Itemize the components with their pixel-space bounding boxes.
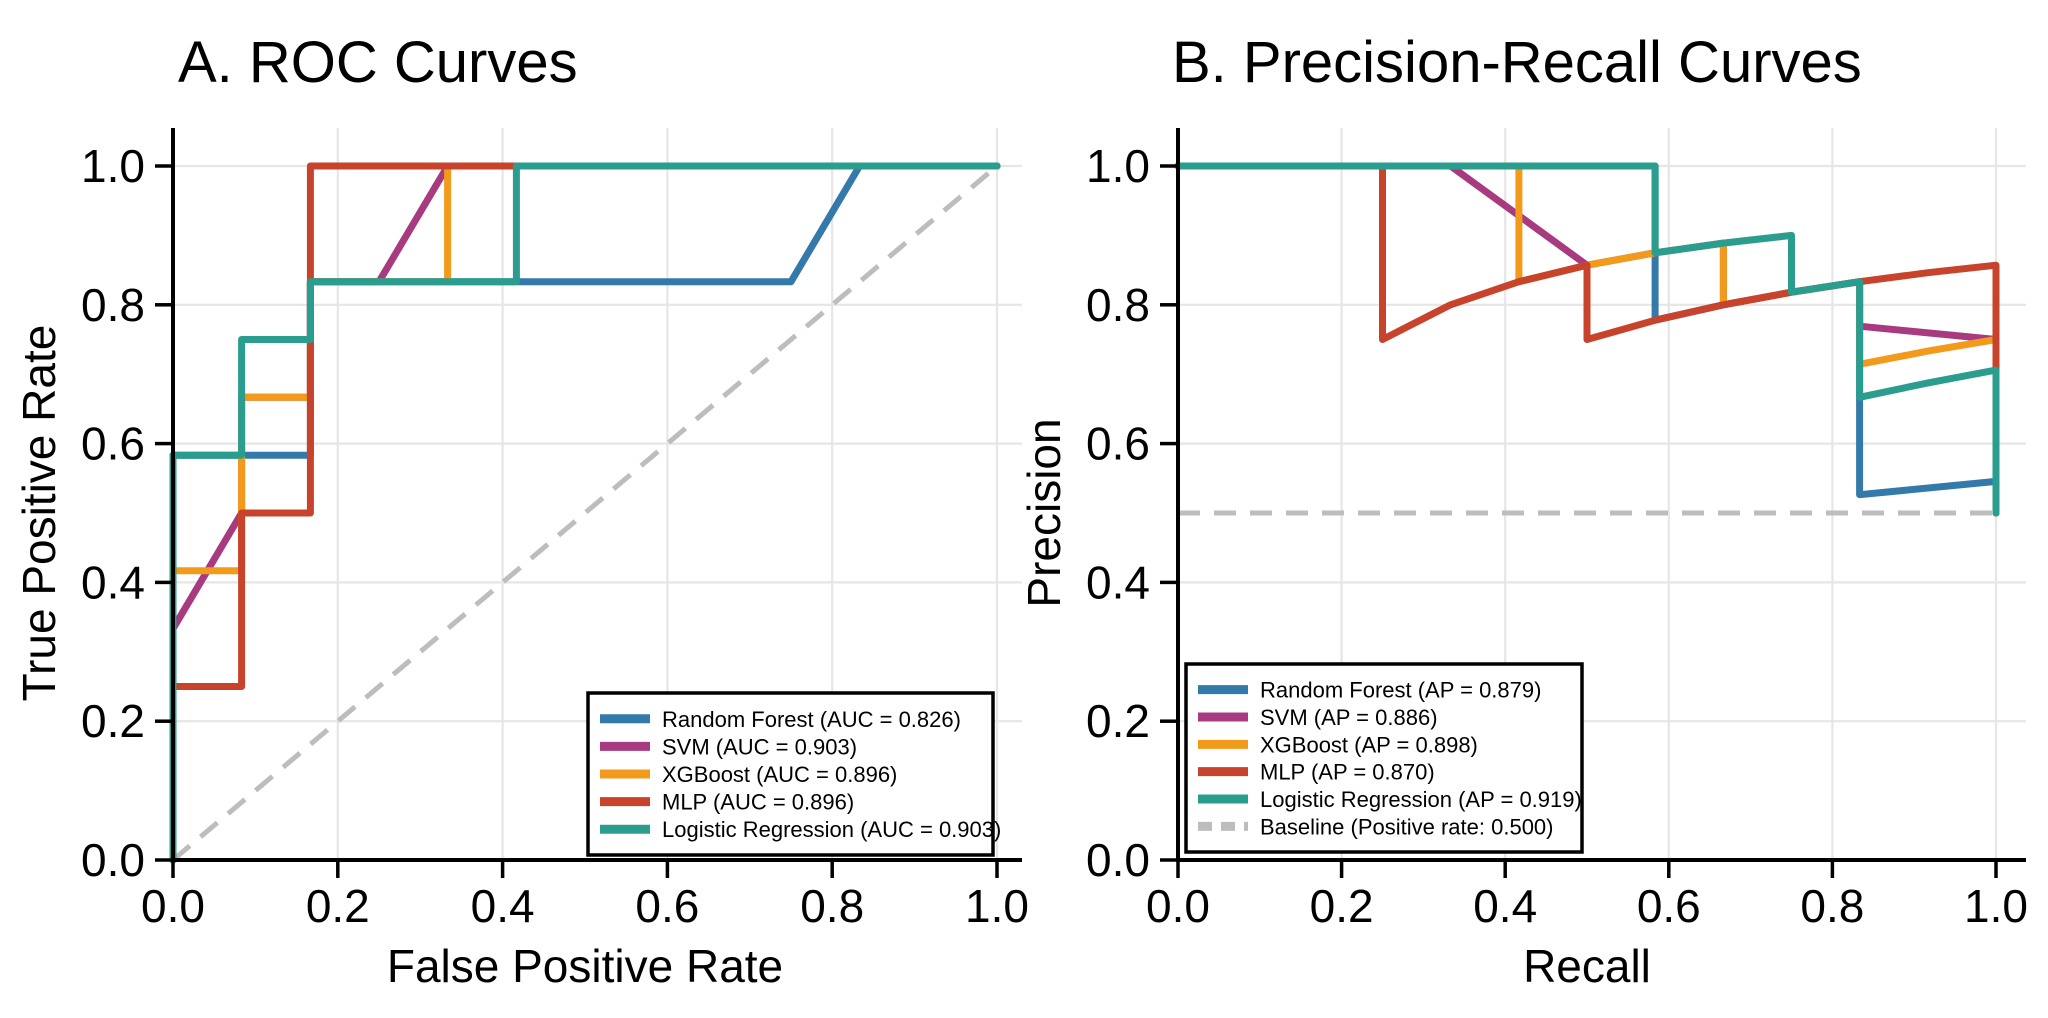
x-tick-label: 0.4 [1473, 880, 1537, 932]
y-tick-label: 0.2 [81, 695, 145, 747]
legend-box [586, 691, 995, 857]
pr-curve-mlp [1174, 162, 2000, 517]
panel-title: B. Precision-Recall Curves [1172, 30, 1862, 95]
x-tick-label: 1.0 [1964, 880, 2028, 932]
x-tick-label: 0.2 [306, 880, 370, 932]
y-tick-label: 0.8 [1086, 279, 1150, 331]
x-tick-label: 0.0 [141, 880, 205, 932]
legend-item-random-forest: Random Forest (AP = 0.879) [1198, 678, 1541, 703]
legend-label: Random Forest (AP = 0.879) [1260, 678, 1541, 703]
legend-label: XGBoost (AUC = 0.896) [662, 762, 897, 787]
x-tick-label: 0.6 [1637, 880, 1701, 932]
x-tick-label: 0.6 [635, 880, 699, 932]
y-tick-label: 0.6 [1086, 418, 1150, 470]
roc-curve-logistic-regression [169, 162, 1001, 864]
legend-label: Random Forest (AUC = 0.826) [662, 707, 961, 732]
x-tick-label: 0.8 [1800, 880, 1864, 932]
legend-item-logistic-regression: Logistic Regression (AP = 0.919) [1198, 787, 1582, 812]
y-tick-label: 0.4 [81, 556, 145, 608]
legend-item-mlp: MLP (AUC = 0.896) [600, 790, 854, 815]
x-tick-label: 1.0 [965, 880, 1029, 932]
legend: Random Forest (AP = 0.879)SVM (AP = 0.88… [1184, 662, 1584, 854]
x-tick-label: 0.2 [1310, 880, 1374, 932]
legend-label: Baseline (Positive rate: 0.500) [1260, 814, 1554, 839]
legend: Random Forest (AUC = 0.826)SVM (AUC = 0.… [586, 691, 1001, 857]
legend-item-random-forest: Random Forest (AUC = 0.826) [600, 707, 961, 732]
y-tick-label: 0.0 [1086, 834, 1150, 886]
legend-box [1184, 662, 1584, 854]
legend-label: Logistic Regression (AP = 0.919) [1260, 787, 1582, 812]
pr-curve-logistic-regression [1174, 162, 2000, 517]
legend-item-mlp: MLP (AP = 0.870) [1198, 760, 1435, 785]
a-roc-curves-panel: 0.00.0 0.2 0.2 0.4 0.4 0.6 0.6 0.8 0.8 1.0 1.0 Fals… [13, 30, 1029, 992]
legend-label: Logistic Regression (AUC = 0.903) [662, 817, 1001, 842]
legend-item-svm: SVM (AUC = 0.903) [600, 734, 857, 759]
legend-item-xgboost: XGBoost (AUC = 0.896) [600, 762, 897, 787]
legend-label: SVM (AP = 0.886) [1260, 705, 1438, 730]
legend-label: XGBoost (AP = 0.898) [1260, 732, 1478, 757]
y-axis-label: Precision [1018, 418, 1070, 607]
x-tick-label: 0.8 [800, 880, 864, 932]
y-axis-label: True Positive Rate [13, 325, 65, 702]
y-tick-label: 1.0 [1086, 140, 1150, 192]
x-tick-label: 0.0 [1146, 880, 1210, 932]
panel-title: A. ROC Curves [178, 30, 578, 95]
legend-item-svm: SVM (AP = 0.886) [1198, 705, 1438, 730]
x-tick-label: 0.4 [471, 880, 535, 932]
legend-label: MLP (AP = 0.870) [1260, 760, 1435, 785]
legend-item-xgboost: XGBoost (AP = 0.898) [1198, 732, 1478, 757]
legend-item-logistic-regression: Logistic Regression (AUC = 0.903) [600, 817, 1001, 842]
b-precision-recall-curves-panel: 0.00.0 0.2 0.2 0.4 0.4 0.6 0.6 0.8 0.8 1.0 1.0 Reca… [1018, 30, 2028, 992]
x-axis-label: Recall [1523, 940, 1651, 992]
y-tick-label: 0.8 [81, 279, 145, 331]
y-tick-label: 0.6 [81, 418, 145, 470]
y-tick-label: 1.0 [81, 140, 145, 192]
x-axis-label: False Positive Rate [387, 940, 783, 992]
y-tick-label: 0.0 [81, 834, 145, 886]
legend-label: MLP (AUC = 0.896) [662, 790, 854, 815]
legend-label: SVM (AUC = 0.903) [662, 734, 857, 759]
y-tick-label: 0.4 [1086, 556, 1150, 608]
y-tick-label: 0.2 [1086, 695, 1150, 747]
legend-item-baseline: Baseline (Positive rate: 0.500) [1198, 814, 1554, 839]
